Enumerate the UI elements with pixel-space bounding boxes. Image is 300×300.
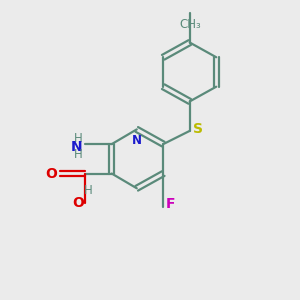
Text: CH₃: CH₃ xyxy=(179,17,201,31)
Text: O: O xyxy=(45,167,57,181)
Text: N: N xyxy=(71,140,82,154)
Text: N: N xyxy=(132,134,142,147)
Text: H: H xyxy=(74,132,82,145)
Text: O: O xyxy=(72,196,84,210)
Text: F: F xyxy=(166,197,176,212)
Text: H: H xyxy=(84,184,92,197)
Text: H: H xyxy=(74,148,82,161)
Text: S: S xyxy=(193,122,203,136)
